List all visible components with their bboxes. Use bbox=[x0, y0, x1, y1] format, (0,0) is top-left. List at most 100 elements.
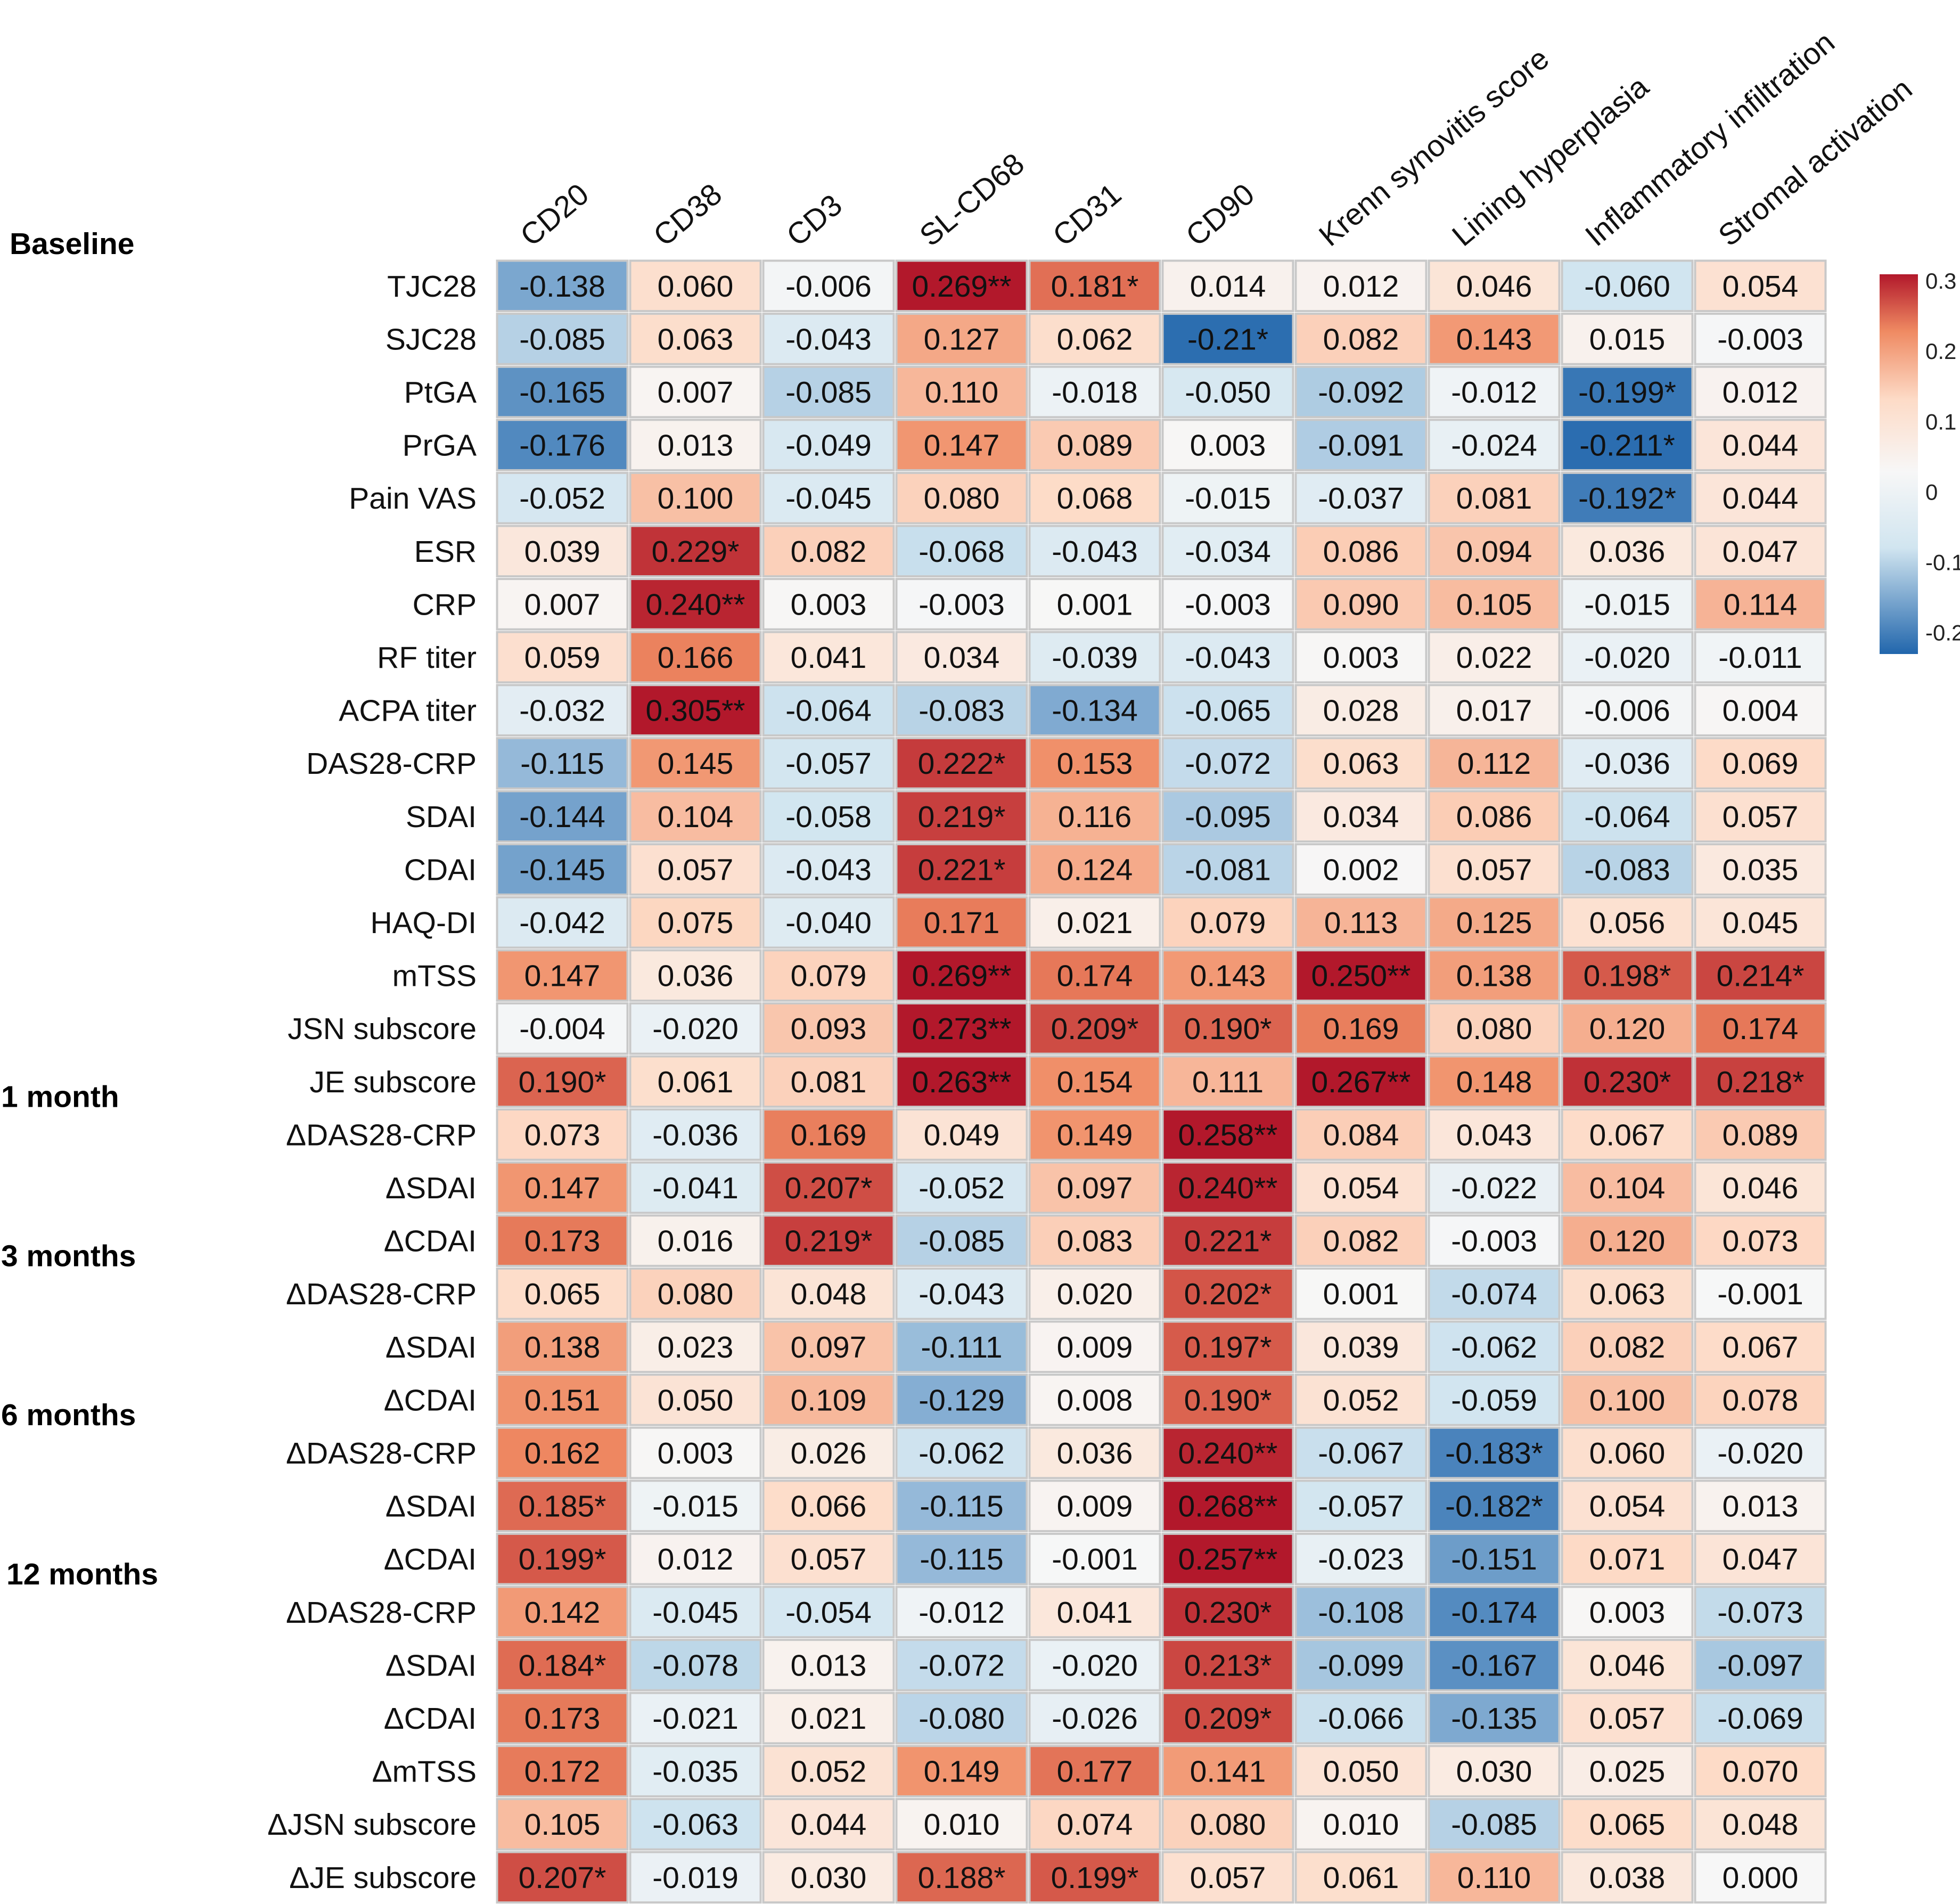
heatmap-cell bbox=[1561, 578, 1694, 631]
heatmap-cell bbox=[1028, 1002, 1161, 1055]
heatmap-cell bbox=[762, 1745, 895, 1797]
cell-value: 0.218* bbox=[1717, 1065, 1805, 1099]
cell-value: 0.065 bbox=[1589, 1808, 1666, 1842]
heatmap-cell bbox=[496, 1797, 629, 1851]
cell-value: 0.151 bbox=[524, 1383, 601, 1417]
heatmap-cell bbox=[762, 1108, 895, 1161]
cell-value: -0.144 bbox=[519, 800, 605, 834]
cell-value: 0.050 bbox=[1323, 1755, 1399, 1789]
heatmap-cell bbox=[762, 1797, 895, 1851]
heatmap-cell bbox=[1028, 1161, 1161, 1214]
cell-value: 0.046 bbox=[1456, 269, 1532, 304]
heatmap-cell bbox=[1294, 843, 1428, 896]
cell-value: 0.221* bbox=[1184, 1224, 1272, 1259]
heatmap-cell bbox=[1694, 1108, 1827, 1161]
cell-value: 0.003 bbox=[1323, 641, 1399, 675]
row-label-rf-titer: RF titer bbox=[377, 641, 477, 675]
cell-value: -0.059 bbox=[1451, 1383, 1537, 1417]
legend-color-bar bbox=[1880, 274, 1918, 654]
row-label-delta-sdai: ΔSDAI bbox=[386, 1648, 477, 1682]
row-label-delta-das28-crp: ΔDAS28-CRP bbox=[286, 1596, 477, 1630]
cell-value: 0.038 bbox=[1589, 1861, 1666, 1895]
cell-value: 0.014 bbox=[1190, 269, 1266, 304]
heatmap-cell bbox=[1028, 471, 1161, 525]
cell-value: -0.115 bbox=[920, 1490, 1003, 1524]
heatmap-cell bbox=[629, 790, 762, 843]
heatmap-cell bbox=[895, 259, 1028, 313]
cell-value: 0.052 bbox=[791, 1755, 867, 1789]
heatmap-cell bbox=[1561, 949, 1694, 1002]
row-label-je-subscore: JE subscore bbox=[309, 1065, 477, 1099]
cell-value: 0.003 bbox=[791, 587, 867, 622]
heatmap-cell bbox=[629, 896, 762, 949]
heatmap-cell bbox=[496, 949, 629, 1002]
heatmap-cell bbox=[1028, 1745, 1161, 1797]
cell-value: -0.015 bbox=[1185, 481, 1271, 516]
heatmap-cell bbox=[1694, 365, 1827, 419]
cell-value: 0.060 bbox=[658, 269, 734, 304]
heatmap-cell bbox=[496, 1214, 629, 1267]
cell-value: 0.169 bbox=[791, 1118, 867, 1152]
heatmap-cell bbox=[1428, 313, 1561, 365]
heatmap-cell bbox=[1028, 1426, 1161, 1480]
heatmap-cell bbox=[1428, 1002, 1561, 1055]
cell-value: -0.001 bbox=[1717, 1277, 1803, 1311]
heatmap-cell bbox=[496, 1745, 629, 1797]
cell-value: 0.173 bbox=[524, 1224, 601, 1259]
heatmap-cell bbox=[1561, 1108, 1694, 1161]
cell-value: 0.049 bbox=[924, 1118, 1000, 1152]
cell-value: 0.105 bbox=[524, 1808, 601, 1842]
heatmap-cell bbox=[1428, 1797, 1561, 1851]
cell-value: 0.149 bbox=[1057, 1118, 1133, 1152]
cell-value: -0.182* bbox=[1445, 1490, 1543, 1524]
column-label-cd38: CD38 bbox=[647, 177, 728, 253]
heatmap-cell bbox=[1561, 259, 1694, 313]
cell-value: -0.024 bbox=[1451, 429, 1537, 463]
heatmap-cell bbox=[1428, 365, 1561, 419]
heatmap-cell bbox=[1561, 1426, 1694, 1480]
cell-value: 0.172 bbox=[524, 1755, 601, 1789]
heatmap-cell bbox=[1428, 1639, 1561, 1691]
cell-value: 0.036 bbox=[1589, 535, 1666, 569]
heatmap-cell bbox=[1294, 1797, 1428, 1851]
cell-value: 0.100 bbox=[658, 481, 734, 516]
cell-value: 0.093 bbox=[791, 1012, 867, 1046]
cell-value: -0.036 bbox=[652, 1118, 739, 1152]
cell-value: 0.094 bbox=[1456, 535, 1532, 569]
cell-value: 0.057 bbox=[1190, 1861, 1266, 1895]
cell-value: 0.268** bbox=[1178, 1490, 1277, 1524]
cell-value: -0.085 bbox=[519, 322, 605, 356]
cell-value: 0.240** bbox=[645, 587, 745, 622]
heatmap-cell bbox=[762, 1002, 895, 1055]
heatmap-cell bbox=[1161, 1002, 1294, 1055]
cell-value: 0.127 bbox=[924, 322, 1000, 356]
cell-value: -0.057 bbox=[1318, 1490, 1404, 1524]
heatmap-cell bbox=[1294, 1108, 1428, 1161]
cell-value: -0.052 bbox=[519, 481, 605, 516]
cell-value: -0.045 bbox=[785, 481, 872, 516]
heatmap-cell bbox=[1428, 1480, 1561, 1532]
heatmap-cell bbox=[895, 1161, 1028, 1214]
heatmap-cell bbox=[1428, 790, 1561, 843]
cell-value: 0.041 bbox=[1057, 1596, 1133, 1630]
heatmap-cell bbox=[895, 1374, 1028, 1426]
cell-value: 0.197* bbox=[1184, 1330, 1272, 1364]
cell-value: 0.007 bbox=[524, 587, 601, 622]
cell-value: -0.012 bbox=[1451, 375, 1537, 410]
cell-value: 0.075 bbox=[658, 906, 734, 940]
cell-value: 0.054 bbox=[1723, 269, 1799, 304]
heatmap-cell bbox=[1561, 1267, 1694, 1320]
heatmap-cell bbox=[762, 1267, 895, 1320]
heatmap-cell bbox=[1028, 843, 1161, 896]
row-label-crp: CRP bbox=[413, 587, 477, 622]
cell-value: -0.211* bbox=[1579, 429, 1675, 463]
heatmap-cell bbox=[1694, 471, 1827, 525]
cell-value: -0.134 bbox=[1052, 694, 1138, 728]
heatmap-cell bbox=[1294, 313, 1428, 365]
heatmap-cell bbox=[895, 1639, 1028, 1691]
heatmap-cell bbox=[1161, 1639, 1294, 1691]
cell-value: -0.078 bbox=[652, 1648, 739, 1682]
heatmap-cell bbox=[496, 631, 629, 684]
cell-value: 0.190* bbox=[519, 1065, 606, 1099]
group-label-1-month: 1 month bbox=[1, 1080, 119, 1114]
